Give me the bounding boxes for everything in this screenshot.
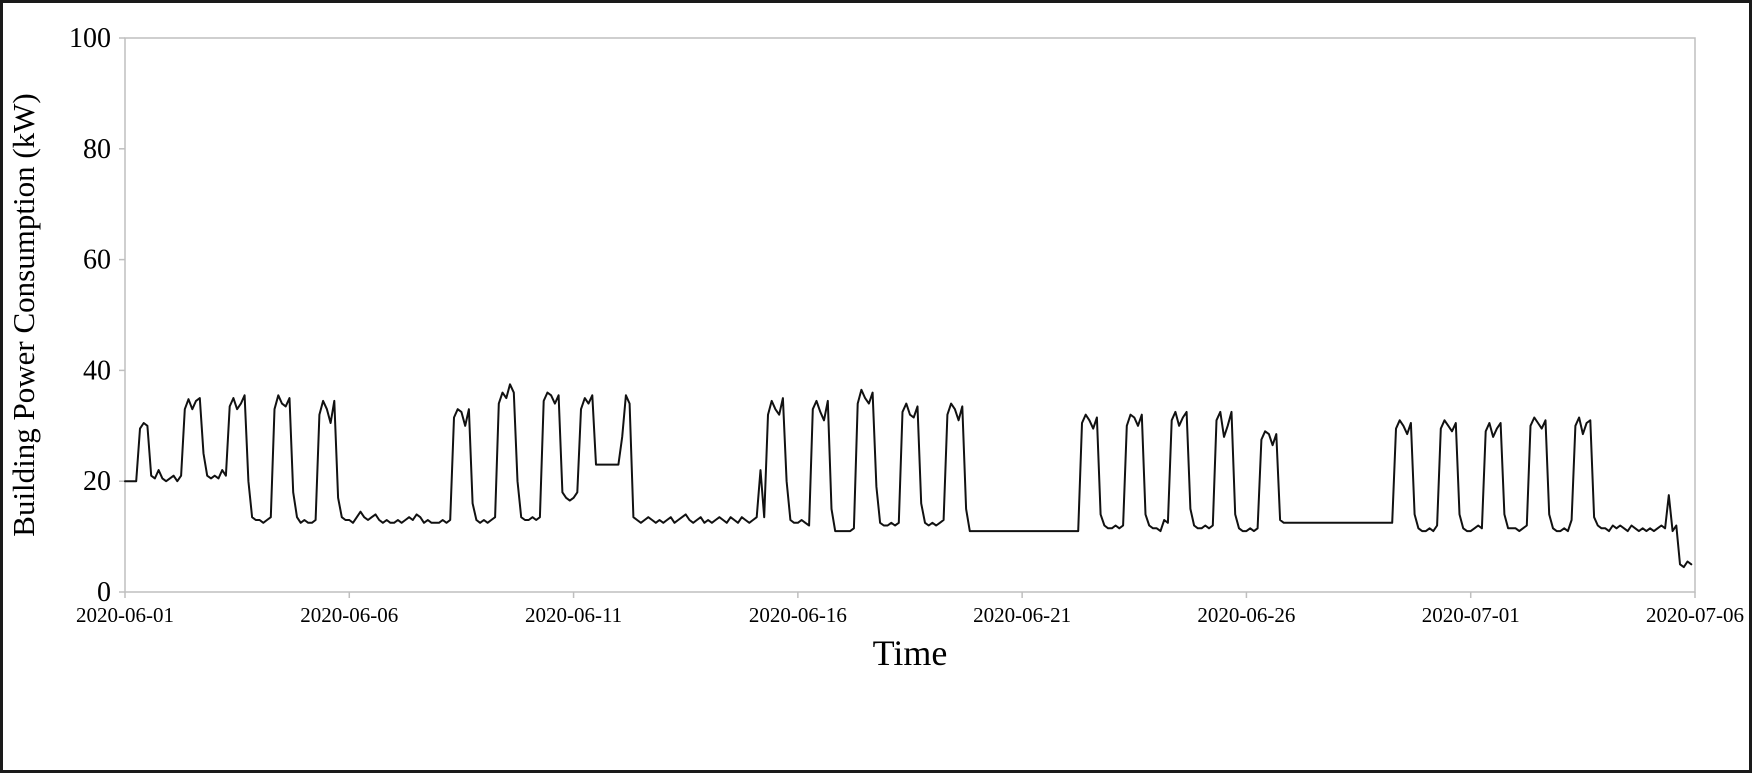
plot-border xyxy=(124,37,1696,593)
x-tick-label: 2020-06-01 xyxy=(76,603,174,627)
x-tick-label: 2020-06-06 xyxy=(300,603,398,627)
x-tick-label: 2020-07-01 xyxy=(1422,603,1520,627)
plot-frame xyxy=(124,37,1696,593)
y-tick-label: 40 xyxy=(83,355,111,386)
y-tick-label: 0 xyxy=(97,577,111,608)
y-tick-label: 60 xyxy=(83,245,111,276)
x-tick-label: 2020-06-26 xyxy=(1197,603,1295,627)
x-axis-title: Time xyxy=(873,633,948,673)
y-tick-label: 80 xyxy=(83,134,111,165)
x-tick-label: 2020-06-21 xyxy=(973,603,1071,627)
y-tick-label: 100 xyxy=(69,23,111,54)
x-tick-label: 2020-06-11 xyxy=(525,603,622,627)
data-series xyxy=(124,383,1693,569)
x-tick-label: 2020-06-16 xyxy=(749,603,847,627)
y-tick-label: 20 xyxy=(83,466,111,497)
axes: 0 20 40 60 80 100 2020-06-01 2020-06-06 2020-06-… xyxy=(69,23,1744,627)
x-tick-label: 2020-07-06 xyxy=(1646,603,1744,627)
y-axis-title: Building Power Consumption (kW) xyxy=(6,93,41,536)
power-series-line xyxy=(124,383,1693,569)
